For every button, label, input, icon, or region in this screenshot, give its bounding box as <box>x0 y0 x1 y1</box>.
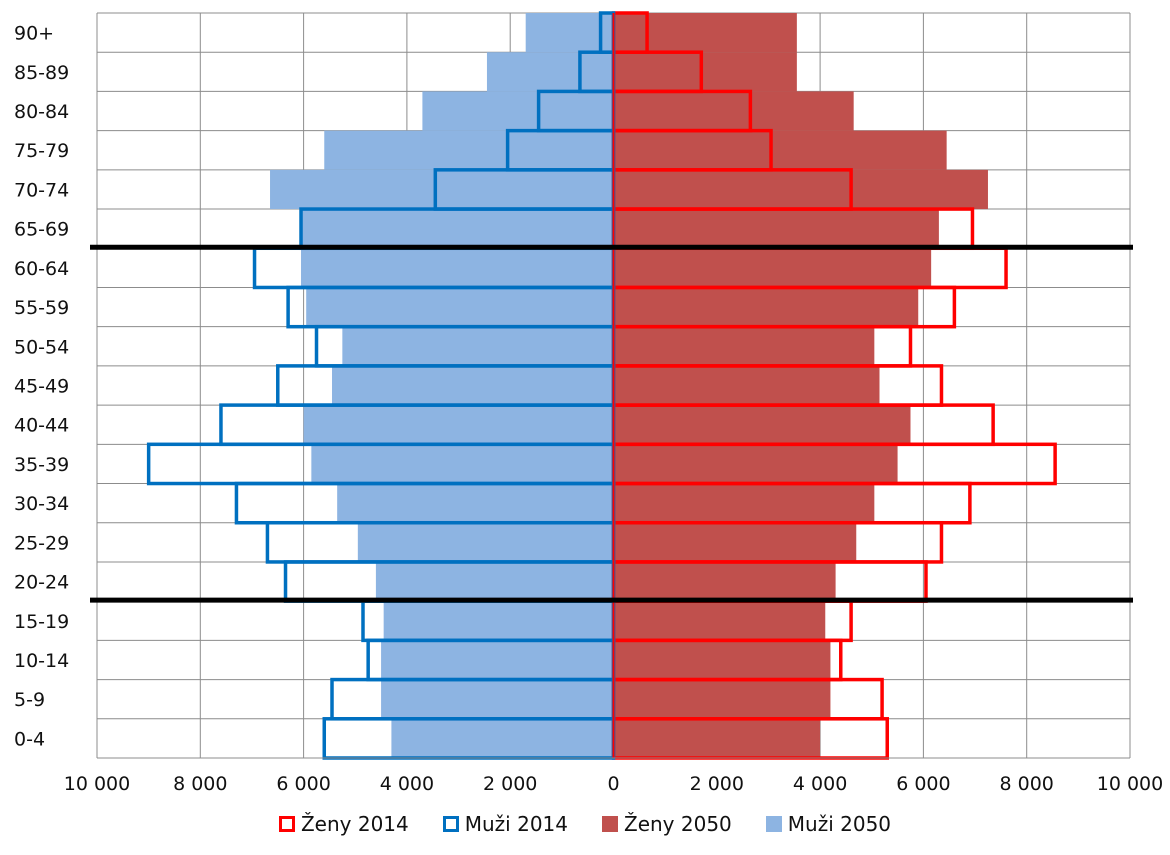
axes <box>97 13 1130 759</box>
x-tick-label-2: 6 000 <box>276 773 330 795</box>
legend-label-muzi-2014: Muži 2014 <box>464 812 568 836</box>
x-tick-label-4: 2 000 <box>483 773 537 795</box>
legend-label-muzi-2050: Muži 2050 <box>787 812 892 836</box>
x-tick-labels: 10 000 8 000 6 000 4 000 2 000 0 2 000 4 000 6 0… <box>64 773 1163 795</box>
bar-muzi-2050-45-49 <box>332 365 614 406</box>
bar-zeny-2050-15-19 <box>613 601 826 641</box>
y-tick-label-25-29: 25-29 <box>14 532 69 554</box>
y-tick-label-10-14: 10-14 <box>14 650 69 672</box>
bar-zeny-2050-75-79 <box>613 130 947 170</box>
bar-zeny-2050-45-49 <box>613 365 880 406</box>
bar-zeny-2050-65-69 <box>613 209 939 249</box>
x-tick-label-3: 4 000 <box>380 773 434 795</box>
y-tick-labels: 0-4 5-9 10-14 15-19 20-24 25-29 30-34 35-39 40-4… <box>14 23 69 751</box>
x-tick-label-5: 0 <box>607 773 619 795</box>
y-tick-label-20-24: 20-24 <box>14 572 69 594</box>
y-tick-label-35-39: 35-39 <box>14 454 69 476</box>
x-tick-label-7: 4 000 <box>793 773 847 795</box>
y-tick-label-5-9: 5-9 <box>14 689 45 711</box>
y-tick-label-90: 90+ <box>14 23 54 45</box>
bar-zeny-2050-25-29 <box>613 522 857 562</box>
bar-zeny-2050-0-4 <box>613 718 821 758</box>
legend-label-zeny-2014: Ženy 2014 <box>300 812 409 836</box>
bar-zeny-2050-50-54 <box>613 326 875 366</box>
x-tick-label-10: 10 000 <box>1097 773 1163 795</box>
bar-zeny-2050-35-39 <box>613 444 898 484</box>
y-tick-label-45-49: 45-49 <box>14 376 69 398</box>
legend-item-zeny-2014: Ženy 2014 <box>278 812 409 836</box>
bar-muzi-2050-65-69 <box>301 209 614 249</box>
bar-muzi-2050-10-14 <box>381 640 614 680</box>
legend-swatch-zeny-2014 <box>278 816 295 832</box>
bar-zeny-2050-80-84 <box>613 91 854 131</box>
y-tick-label-30-34: 30-34 <box>14 493 69 515</box>
y-tick-label-0-4: 0-4 <box>14 728 45 750</box>
bar-zeny-2050-40-44 <box>613 405 911 445</box>
x-tick-label-9: 8 000 <box>999 773 1053 795</box>
legend: Ženy 2014 Muži 2014 Ženy 2050 Muži 2050 <box>0 812 1170 836</box>
reference-lines <box>90 244 1133 603</box>
x-tick-label-1: 8 000 <box>173 773 227 795</box>
bar-muzi-2050-25-29 <box>357 522 614 562</box>
bar-zeny-2050-85-89 <box>613 52 797 92</box>
legend-item-muzi-2014: Muži 2014 <box>442 812 568 836</box>
y-tick-label-75-79: 75-79 <box>14 140 69 162</box>
bar-muzi-2050-85-89 <box>486 52 614 92</box>
bar-zeny-2050-10-14 <box>613 640 831 680</box>
y-tick-label-55-59: 55-59 <box>14 297 69 319</box>
bar-muzi-2050-50-54 <box>342 326 614 366</box>
y-tick-label-65-69: 65-69 <box>14 219 69 241</box>
bar-zeny-2050-20-24 <box>613 561 836 602</box>
bar-zeny-2050-70-74 <box>613 169 988 210</box>
x-tick-label-8: 6 000 <box>896 773 950 795</box>
legend-swatch-muzi-2014 <box>442 816 459 832</box>
y-tick-label-40-44: 40-44 <box>14 415 69 437</box>
y-tick-label-15-19: 15-19 <box>14 611 69 633</box>
bars-2050 <box>270 13 988 758</box>
bar-muzi-2050-70-74 <box>270 169 614 210</box>
bar-muzi-2050-15-19 <box>383 601 614 641</box>
y-tick-label-60-64: 60-64 <box>14 258 69 280</box>
legend-swatch-muzi-2050 <box>765 816 782 832</box>
bar-muzi-2050-0-4 <box>391 718 614 758</box>
legend-label-zeny-2050: Ženy 2050 <box>624 812 732 836</box>
bar-muzi-2050-5-9 <box>381 679 614 719</box>
x-tick-label-6: 2 000 <box>690 773 744 795</box>
y-tick-label-50-54: 50-54 <box>14 336 69 358</box>
x-tick-label-0: 10 000 <box>64 773 130 795</box>
bar-muzi-2050-60-64 <box>301 248 614 288</box>
legend-item-zeny-2050: Ženy 2050 <box>602 812 732 836</box>
bar-zeny-2050-5-9 <box>613 679 831 719</box>
bar-muzi-2050-40-44 <box>303 405 614 445</box>
bar-zeny-2050-60-64 <box>613 248 932 288</box>
y-tick-label-70-74: 70-74 <box>14 179 69 201</box>
bar-zeny-2050-55-59 <box>613 287 919 327</box>
bar-muzi-2050-35-39 <box>311 444 614 484</box>
bar-muzi-2050-30-34 <box>337 483 614 523</box>
bar-muzi-2050-55-59 <box>306 287 614 327</box>
y-tick-label-80-84: 80-84 <box>14 101 69 123</box>
bar-muzi-2050-20-24 <box>375 561 614 602</box>
bar-zeny-2050-30-34 <box>613 483 875 523</box>
legend-item-muzi-2050: Muži 2050 <box>765 812 892 836</box>
bar-muzi-2050-80-84 <box>422 91 614 131</box>
bar-muzi-2050-75-79 <box>324 130 614 170</box>
legend-swatch-zeny-2050 <box>602 816 618 832</box>
bar-zeny-2050-90 <box>613 13 797 53</box>
y-tick-label-85-89: 85-89 <box>14 62 69 84</box>
